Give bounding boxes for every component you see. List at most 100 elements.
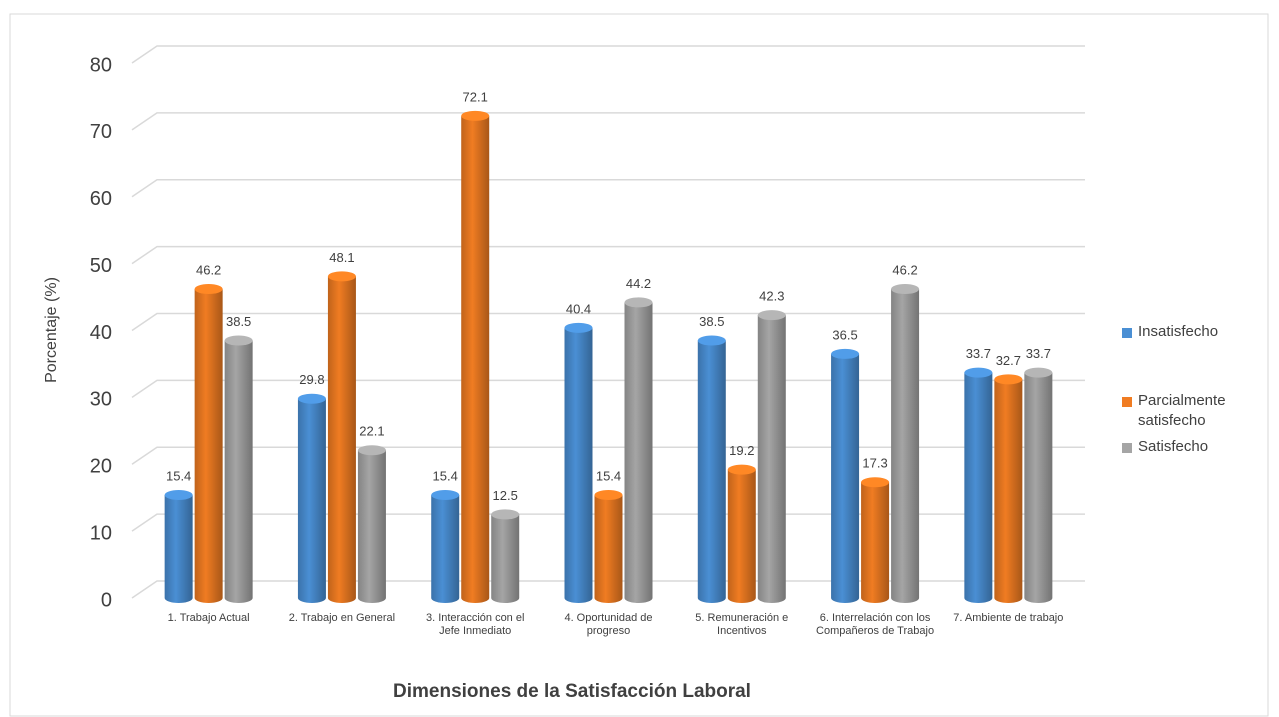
bar	[357, 445, 386, 603]
y-tick-label: 70	[90, 121, 112, 143]
bar-top	[994, 374, 1023, 385]
legend-box: Parcialmente satisfecho	[1138, 392, 1226, 429]
bar-body	[164, 495, 193, 603]
bar-body	[431, 495, 460, 603]
bar	[994, 374, 1023, 603]
bar-body	[1024, 372, 1053, 603]
bar-top	[831, 348, 860, 359]
legend-label: Insatisfecho	[1138, 323, 1219, 340]
bar	[491, 509, 520, 603]
bar	[194, 284, 223, 603]
bar-top	[461, 110, 490, 121]
x-tick-label-box: 4. Oportunidad de progreso	[564, 612, 653, 637]
bar	[461, 110, 490, 604]
y-tick-label: 60	[90, 188, 112, 210]
data-label: 33.7	[966, 346, 991, 361]
bar	[831, 348, 860, 603]
x-tick-label: 5. Remuneración e Incentivos	[695, 612, 789, 637]
data-label: 72.1	[463, 89, 488, 104]
grid-line	[131, 45, 1085, 64]
data-label: 19.2	[729, 443, 754, 458]
data-label: 29.8	[299, 372, 324, 387]
y-tick-label: 80	[90, 54, 112, 76]
bar-body	[297, 398, 326, 603]
legend-box: Insatisfecho	[1138, 323, 1219, 340]
data-label: 38.5	[226, 314, 251, 329]
data-label: 33.7	[1026, 346, 1051, 361]
bar-top	[1024, 367, 1053, 378]
bar-top	[431, 490, 460, 501]
bar-body	[461, 115, 490, 604]
bar	[431, 490, 460, 603]
data-label: 46.2	[892, 262, 917, 277]
x-tick-label-box: 6. Interrelación con los Compañeros de T…	[816, 612, 935, 637]
bar-top	[357, 445, 386, 456]
y-tick-label: 10	[90, 522, 112, 544]
data-label: 15.4	[596, 468, 621, 483]
bar-top	[861, 477, 890, 488]
grid-line	[131, 179, 1085, 198]
bar-body	[564, 327, 593, 603]
legend-label: Satisfecho	[1138, 438, 1209, 455]
x-tick-label: 6. Interrelación con los Compañeros de T…	[816, 612, 935, 637]
bar-top	[727, 464, 756, 475]
bar	[891, 284, 920, 603]
x-tick-label-box: 1. Trabajo Actual	[167, 612, 250, 624]
bar	[594, 490, 623, 603]
data-label: 48.1	[329, 250, 354, 265]
x-tick-label-box: 3. Interacción con el Jefe Inmediato	[425, 612, 525, 637]
data-label: 17.3	[862, 456, 887, 471]
bar-top	[697, 335, 726, 346]
data-label: 12.5	[493, 488, 518, 503]
data-label: 42.3	[759, 289, 784, 304]
x-tick-label: 4. Oportunidad de progreso	[564, 612, 653, 637]
y-axis-label: Porcentaje (%)	[43, 277, 60, 383]
y-tick-label: 50	[90, 255, 112, 277]
bar-top	[491, 509, 520, 520]
bar-body	[594, 495, 623, 603]
data-label: 38.5	[699, 314, 724, 329]
bar-body	[194, 289, 223, 603]
bar-top	[327, 271, 356, 282]
legend-label: Parcialmente satisfecho	[1138, 392, 1226, 429]
data-label: 36.5	[832, 327, 857, 342]
x-tick-label: 7. Ambiente de trabajo	[953, 612, 1064, 624]
y-tick-label: 30	[90, 389, 112, 411]
bar-top	[624, 297, 653, 308]
bar-top	[964, 367, 993, 378]
y-tick-label: 0	[101, 589, 112, 611]
bar	[757, 310, 786, 603]
bar	[1024, 367, 1053, 603]
bar-body	[697, 340, 726, 603]
bar	[564, 322, 593, 603]
x-tick-label: 1. Trabajo Actual	[167, 612, 250, 624]
bar	[327, 271, 356, 603]
bar-body	[327, 276, 356, 603]
data-label: 40.4	[566, 301, 591, 316]
data-label: 22.1	[359, 424, 384, 439]
bar	[697, 335, 726, 603]
x-tick-label: 2. Trabajo en General	[288, 612, 396, 624]
x-tick-label-box: 7. Ambiente de trabajo	[953, 612, 1064, 624]
bar-body	[357, 450, 386, 603]
bar-top	[297, 393, 326, 404]
data-label: 46.2	[196, 262, 221, 277]
y-tick-label: 20	[90, 456, 112, 478]
bar	[224, 335, 253, 603]
bar	[164, 490, 193, 603]
bar	[624, 297, 653, 603]
bar-top	[164, 490, 193, 501]
data-label: 15.4	[433, 468, 458, 483]
x-tick-label: 3. Interacción con el Jefe Inmediato	[425, 612, 525, 637]
data-label: 32.7	[996, 353, 1021, 368]
bar	[727, 464, 756, 603]
bar	[297, 393, 326, 603]
bar-body	[831, 353, 860, 603]
bar-top	[594, 490, 623, 501]
bar	[861, 477, 890, 603]
grid-line	[131, 112, 1085, 131]
bar-top	[891, 284, 920, 295]
x-tick-label-box: 2. Trabajo en General	[288, 612, 396, 624]
bar-top	[757, 310, 786, 321]
